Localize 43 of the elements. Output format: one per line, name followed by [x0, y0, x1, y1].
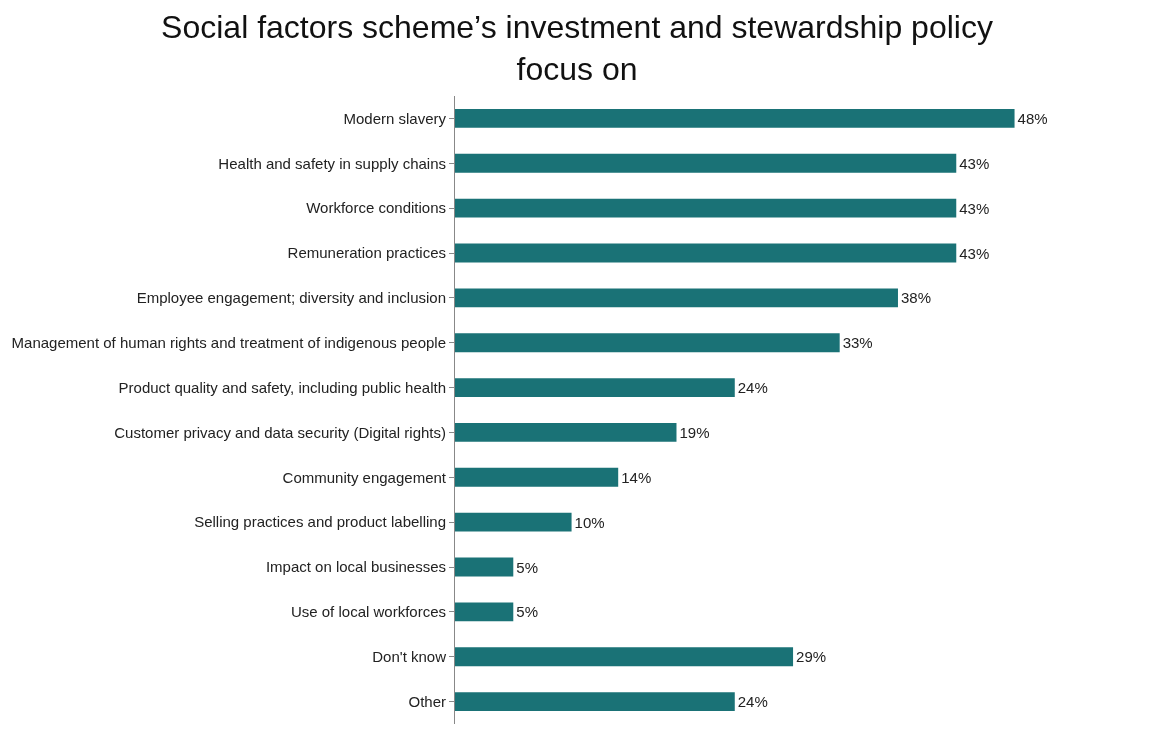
bar: [455, 109, 1015, 128]
y-tick-label: Use of local workforces: [290, 603, 446, 621]
bar: [455, 153, 957, 173]
y-tick-label: Modern slavery: [343, 109, 447, 127]
data-label: 19%: [679, 423, 710, 441]
data-label: 14%: [621, 468, 652, 486]
bar: [455, 333, 840, 353]
bar: [455, 198, 957, 218]
y-tick-label: Community engagement: [282, 468, 447, 486]
bar: [455, 467, 619, 487]
data-label: 38%: [900, 289, 932, 307]
bar: [455, 647, 794, 667]
data-label: 24%: [737, 693, 768, 711]
bar: [455, 288, 898, 308]
y-tick-label: Impact on local businesses: [265, 558, 446, 576]
y-tick-label: Workforce conditions: [306, 199, 446, 217]
data-label: 33%: [842, 334, 873, 352]
y-tick-label: Employee engagement; diversity and inclusion: [136, 289, 446, 307]
chart-title: Social factors scheme’s investment and stewardship policy focus on: [161, 9, 993, 87]
y-tick-label: Selling practices and product labelling: [194, 513, 446, 531]
bar: [455, 557, 514, 577]
data-label: 48%: [1017, 109, 1048, 127]
data-label: 43%: [959, 244, 990, 262]
y-tick-label: Health and safety in supply chains: [218, 154, 446, 172]
data-label: 29%: [796, 648, 827, 666]
data-label: 10%: [574, 513, 605, 531]
bar: [455, 692, 735, 711]
y-tick-label: Product quality and safety, including public health: [118, 378, 446, 396]
bar: [455, 243, 957, 263]
data-label: 5%: [516, 558, 538, 576]
data-label: 5%: [516, 603, 538, 621]
y-tick-label: Don't know: [372, 647, 447, 665]
bar: [455, 378, 735, 397]
y-tick-label: Remuneration practices: [287, 244, 446, 262]
data-label: 24%: [737, 379, 768, 397]
bar: [455, 512, 572, 532]
y-tick-label: Other: [408, 692, 446, 710]
y-tick-label: Management of human rights and treatment of indigenous people: [11, 333, 446, 351]
bar: [455, 423, 677, 442]
bar: [455, 602, 514, 622]
data-label: 43%: [959, 154, 990, 172]
data-label: 43%: [959, 199, 990, 217]
y-tick-label: Customer privacy and data security (Digital rights): [114, 423, 446, 441]
